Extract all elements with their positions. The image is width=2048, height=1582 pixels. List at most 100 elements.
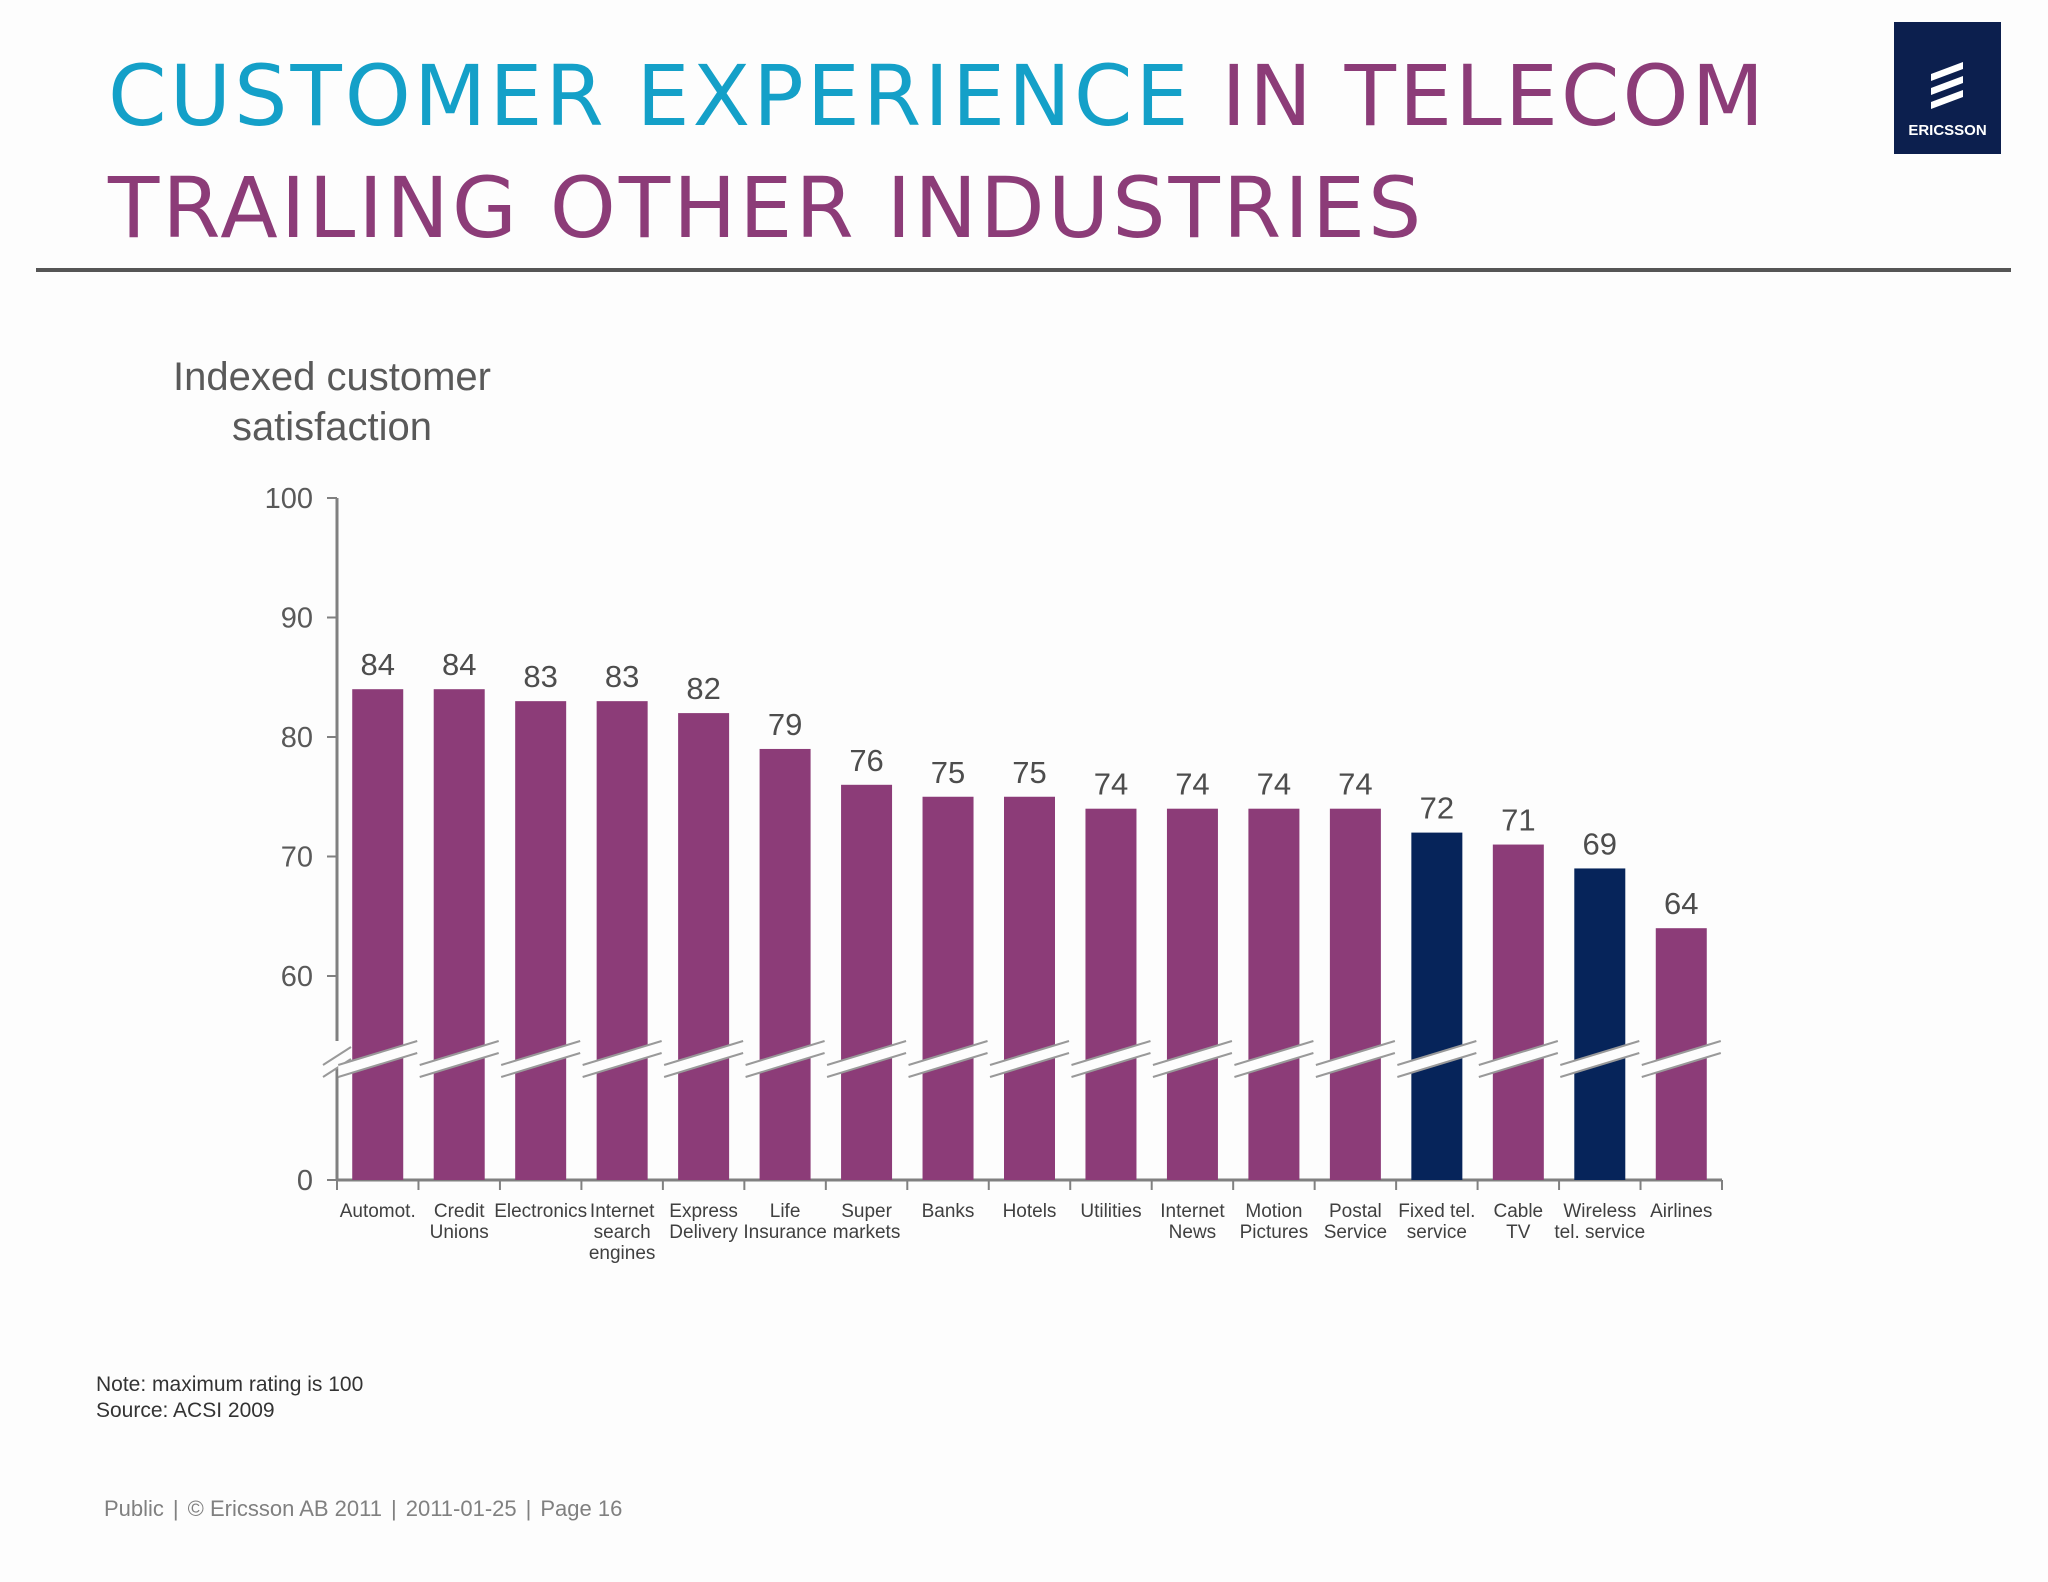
bar [1248,808,1300,1180]
data-label: 75 [931,755,965,790]
footer-copyright: © Ericsson AB 2011 [187,1496,382,1521]
data-label: 79 [768,707,802,742]
slide-title: Customer Experience in Telecom trailing … [108,40,1767,264]
axis-break-line [1397,1052,1477,1078]
axis-break-gap [501,1041,581,1077]
x-tick-label: Internet search engines [589,1201,656,1264]
axis-break-line [1234,1040,1314,1066]
x-tick-label: Super markets [833,1201,901,1243]
source-text: Source: ACSI 2009 [96,1399,275,1422]
axis-break-line [500,1040,581,1066]
axis-break-line [1315,1052,1396,1078]
title-part-2: in Telecom [1221,47,1768,145]
title-line-2: trailing other industries [108,159,1425,257]
data-label: 83 [605,659,639,694]
axis-break-gap [582,1041,662,1077]
axis-break-gap [1397,1041,1477,1077]
axis-break-gap [1234,1041,1314,1077]
axis-break-gap [745,1041,825,1077]
axis-break-line [1478,1040,1559,1066]
data-label: 76 [849,743,883,778]
y-tick-label: 100 [265,483,313,515]
axis-break-line [1560,1052,1640,1078]
data-label: 84 [360,647,394,682]
bar [1329,808,1381,1180]
axis-break-line [745,1052,825,1078]
x-tick-label: Motion Pictures [1240,1201,1309,1243]
x-tick-label: Credit Unions [430,1201,489,1243]
bar [922,796,974,1180]
axis-break-line [1234,1052,1314,1078]
x-tick-label: Electronics [494,1201,587,1222]
axis-break-line [1397,1040,1477,1066]
y-axis-label-line-2: satisfaction [232,405,432,449]
y-tick-label: 60 [281,961,313,993]
bar [678,713,730,1180]
axis-break-line [663,1052,744,1078]
axis-break-line [1071,1052,1151,1078]
axis-break-gap [1071,1041,1151,1077]
bar [515,701,567,1180]
axis-break-gap [990,1041,1069,1077]
x-tick-label: Express Delivery [669,1201,738,1243]
axis-break-line [989,1052,1070,1078]
y-axis-label-line-1: Indexed customer [173,355,491,399]
x-tick-label: Postal Service [1324,1201,1387,1243]
title-part-1: Customer Experience [108,47,1192,145]
axis-break-line [1152,1052,1233,1078]
bar [596,701,648,1180]
axis-break-line [745,1040,825,1066]
bars [337,689,1722,1180]
bar [1004,796,1055,1180]
y-axis-break-line [322,1046,352,1066]
y-tick-label: 0 [297,1165,313,1197]
axis-break-line [1315,1040,1396,1066]
data-label: 69 [1583,826,1617,861]
axis-break-gap [1152,1041,1232,1077]
data-label: 83 [523,659,557,694]
footer-classification: Public [104,1496,164,1521]
data-label: 72 [1420,791,1454,826]
x-tick-label: Banks [922,1201,975,1222]
axis-break-line [1560,1040,1640,1066]
bar [433,689,485,1180]
y-tick-label: 80 [281,722,313,754]
data-label: 74 [1257,767,1291,802]
axis-break-gap [338,1041,418,1077]
axis-break-line [500,1052,581,1078]
data-label: 71 [1501,803,1535,838]
bar [1085,808,1137,1180]
data-label: 84 [442,647,476,682]
axis-break-line [826,1040,907,1066]
y-axis-break-gap [323,1047,351,1077]
bar [1574,868,1626,1180]
axis-break-line [419,1040,499,1066]
data-label: 64 [1664,886,1698,921]
axis-break-line [1071,1040,1151,1066]
bar [841,784,893,1180]
x-tick-label: Internet News [1160,1201,1225,1243]
axis-break-line [582,1052,662,1078]
axis-break-gap [1560,1041,1640,1077]
bar [759,748,811,1180]
axis-break-gap [908,1041,988,1077]
axis-break-line [989,1040,1070,1066]
bar [1166,808,1218,1180]
data-label: 75 [1012,755,1046,790]
ericsson-logo: ERICSSON [1894,22,2001,154]
data-label: 74 [1175,767,1209,802]
axis-break-line [419,1052,499,1078]
axis-break-line [826,1052,907,1078]
axis-break-line [663,1040,744,1066]
logo-text: ERICSSON [1908,122,1987,139]
axis-break-gap [1641,1041,1721,1077]
x-tick-label: Airlines [1650,1201,1712,1222]
title-divider [36,268,2011,272]
axis-break-line [1152,1040,1233,1066]
axis-break-gap [1478,1041,1558,1077]
note-text: Note: maximum rating is 100 [96,1373,364,1396]
axis-break-line [908,1052,988,1078]
bar-chart: Indexed customer satisfaction 0 60 70 80 90 1… [173,355,1723,1264]
x-tick-label: Cable TV [1493,1201,1543,1243]
